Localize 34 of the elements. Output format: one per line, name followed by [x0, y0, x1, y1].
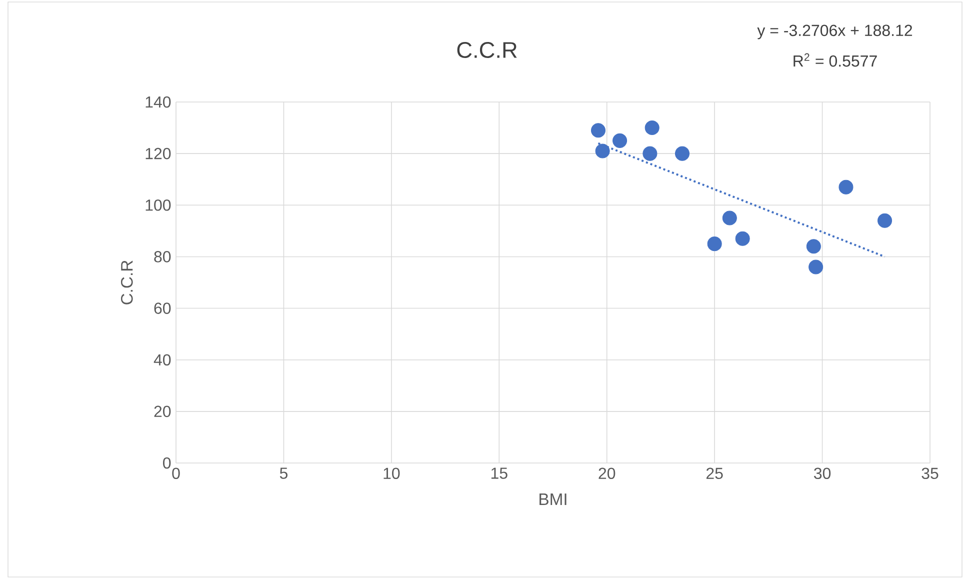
y-tick-label: 80 [154, 251, 171, 262]
point [877, 213, 892, 228]
y-tick-label: 20 [154, 406, 171, 418]
y-tick-label: 60 [154, 302, 171, 314]
y-axis-title: C.C.R [120, 260, 133, 304]
x-tick-label: 35 [922, 468, 938, 480]
x-tick-label: 30 [814, 468, 831, 480]
point [707, 236, 722, 252]
y-tick-label: 40 [154, 354, 171, 366]
x-tick-label: 15 [491, 468, 508, 479]
point [838, 180, 854, 194]
text: R$^{2}$ = 0.5577 [794, 53, 877, 67]
point [595, 144, 610, 158]
x-tick-label: 10 [384, 468, 400, 480]
point [612, 133, 628, 148]
x-tick-label: 5 [280, 468, 288, 479]
x-tick-label: 0 [172, 468, 180, 480]
y-tick-label: 140 [146, 96, 171, 108]
point [642, 146, 658, 161]
point [590, 123, 606, 138]
point [808, 260, 824, 274]
point [806, 239, 821, 254]
chart-title: C.C.R [457, 42, 517, 58]
x-axis-title: BMI [540, 494, 566, 505]
point [735, 231, 750, 246]
point [644, 120, 660, 136]
x-tick-label: 25 [706, 468, 723, 480]
text: y = -3.2706x + 188.12 [757, 24, 912, 40]
y-tick-label: 100 [146, 199, 171, 211]
y-tick-label: 120 [146, 148, 171, 160]
point [674, 146, 690, 161]
y-tick-label: 0 [163, 457, 171, 469]
point [722, 210, 737, 226]
x-tick-label: 20 [598, 468, 616, 480]
